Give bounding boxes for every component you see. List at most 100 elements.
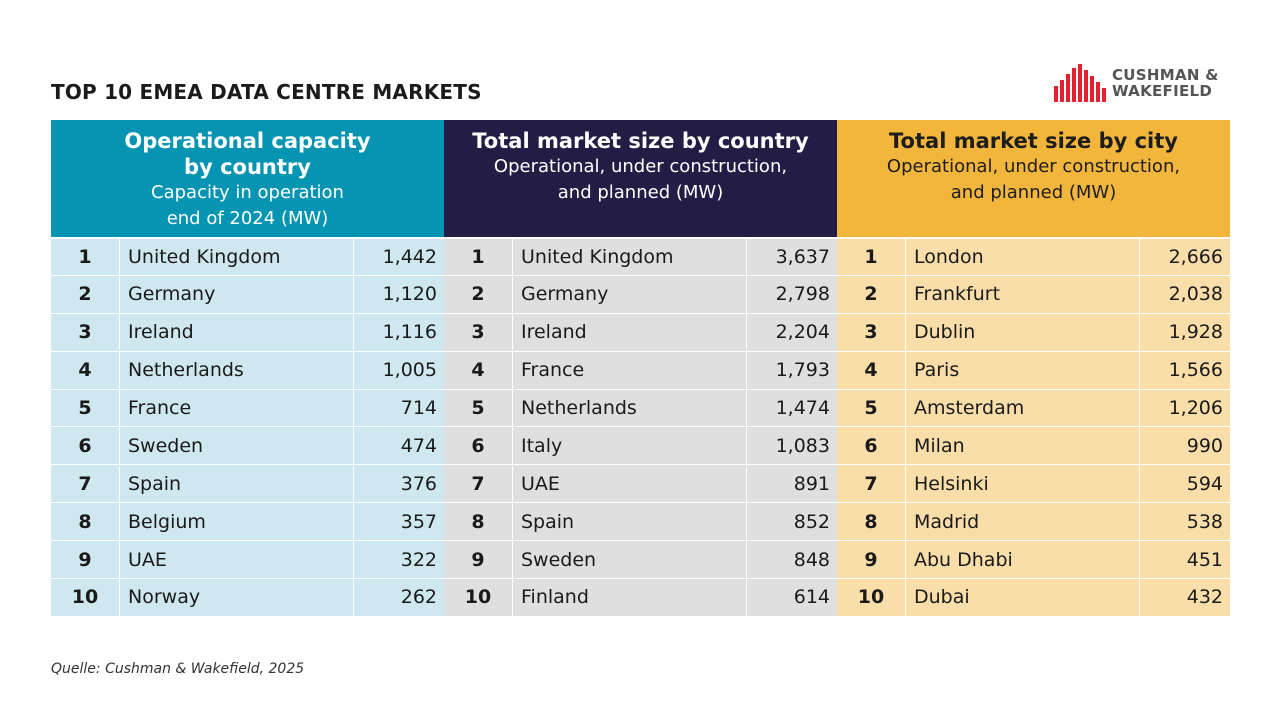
table-row: 3 Dublin 1,928 [837, 312, 1230, 351]
value-cell: 2,038 [1140, 275, 1230, 313]
rank-cell: 10 [837, 579, 906, 616]
rank-cell: 5 [444, 389, 513, 427]
ranking-rows: 1 London 2,666 2 Frankfurt 2,038 3 Dublin 1,92… [837, 237, 1230, 616]
table-row: 4 Paris 1,566 [837, 350, 1230, 389]
panel-heading-line: Total market size by country [472, 129, 809, 153]
name-cell: Abu Dhabi [906, 541, 1140, 579]
value-cell: 2,798 [747, 275, 837, 313]
table-row: 5 Amsterdam 1,206 [837, 388, 1230, 427]
value-cell: 1,474 [747, 389, 837, 427]
rank-cell: 8 [51, 503, 120, 541]
value-cell: 1,928 [1140, 313, 1230, 351]
table-row: 4 France 1,793 [444, 350, 837, 389]
name-cell: United Kingdom [513, 239, 747, 275]
rank-cell: 6 [51, 427, 120, 465]
rank-cell: 4 [444, 351, 513, 389]
value-cell: 3,637 [747, 239, 837, 275]
table-row: 6 Italy 1,083 [444, 426, 837, 465]
value-cell: 474 [354, 427, 444, 465]
rank-cell: 9 [51, 541, 120, 579]
rank-cell: 5 [51, 389, 120, 427]
name-cell: Paris [906, 351, 1140, 389]
panel-market-size-country: Total market size by country Operational… [444, 120, 837, 616]
value-cell: 2,204 [747, 313, 837, 351]
value-cell: 1,442 [354, 239, 444, 275]
value-cell: 1,005 [354, 351, 444, 389]
logo-text: CUSHMAN & WAKEFIELD [1112, 67, 1219, 99]
ranking-rows: 1 United Kingdom 3,637 2 Germany 2,798 3 Irel… [444, 237, 837, 616]
name-cell: Ireland [513, 313, 747, 351]
table-row: 8 Belgium 357 [51, 502, 444, 541]
rank-cell: 6 [837, 427, 906, 465]
rank-cell: 10 [444, 579, 513, 616]
name-cell: Germany [120, 275, 354, 313]
table-row: 5 France 714 [51, 388, 444, 427]
table-row: 6 Sweden 474 [51, 426, 444, 465]
table-row: 7 Spain 376 [51, 464, 444, 503]
rank-cell: 7 [837, 465, 906, 503]
table-row: 10 Finland 614 [444, 578, 837, 616]
table-row: 2 Germany 2,798 [444, 274, 837, 313]
name-cell: Netherlands [120, 351, 354, 389]
logo-line-1: CUSHMAN & [1112, 66, 1219, 84]
rank-cell: 4 [51, 351, 120, 389]
value-cell: 614 [747, 579, 837, 616]
rank-cell: 2 [837, 275, 906, 313]
name-cell: Sweden [513, 541, 747, 579]
logo-mark-icon [1054, 64, 1106, 102]
logo-line-2: WAKEFIELD [1112, 82, 1213, 100]
panel-header: Total market size by country Operational… [444, 120, 837, 237]
name-cell: France [513, 351, 747, 389]
name-cell: France [120, 389, 354, 427]
value-cell: 714 [354, 389, 444, 427]
table-row: 9 Sweden 848 [444, 540, 837, 579]
table-row: 10 Norway 262 [51, 578, 444, 616]
value-cell: 1,206 [1140, 389, 1230, 427]
table-row: 9 Abu Dhabi 451 [837, 540, 1230, 579]
name-cell: Helsinki [906, 465, 1140, 503]
ranking-rows: 1 United Kingdom 1,442 2 Germany 1,120 3 Irel… [51, 237, 444, 616]
rank-cell: 7 [51, 465, 120, 503]
rank-cell: 1 [51, 239, 120, 275]
name-cell: Frankfurt [906, 275, 1140, 313]
name-cell: Spain [120, 465, 354, 503]
value-cell: 594 [1140, 465, 1230, 503]
value-cell: 2,666 [1140, 239, 1230, 275]
value-cell: 1,120 [354, 275, 444, 313]
name-cell: Milan [906, 427, 1140, 465]
value-cell: 262 [354, 579, 444, 616]
name-cell: UAE [120, 541, 354, 579]
name-cell: Amsterdam [906, 389, 1140, 427]
name-cell: Dublin [906, 313, 1140, 351]
table-row: 9 UAE 322 [51, 540, 444, 579]
panel-header: Total market size by city Operational, u… [837, 120, 1230, 237]
rankings-tables: Operational capacity by country Capacity… [51, 120, 1230, 616]
rank-cell: 8 [837, 503, 906, 541]
company-logo: CUSHMAN & WAKEFIELD [1054, 64, 1234, 102]
table-row: 3 Ireland 1,116 [51, 312, 444, 351]
panel-subheading-line: and planned (MW) [557, 182, 724, 203]
rank-cell: 9 [444, 541, 513, 579]
panel-heading-line: Operational capacity [124, 129, 371, 153]
panel-heading-line: Total market size by city [889, 129, 1178, 153]
name-cell: Spain [513, 503, 747, 541]
table-row: 4 Netherlands 1,005 [51, 350, 444, 389]
table-row: 3 Ireland 2,204 [444, 312, 837, 351]
rank-cell: 2 [51, 275, 120, 313]
panel-heading-line: by country [184, 155, 311, 179]
name-cell: Madrid [906, 503, 1140, 541]
table-row: 6 Milan 990 [837, 426, 1230, 465]
table-row: 5 Netherlands 1,474 [444, 388, 837, 427]
table-row: 7 Helsinki 594 [837, 464, 1230, 503]
name-cell: Belgium [120, 503, 354, 541]
panel-market-size-city: Total market size by city Operational, u… [837, 120, 1230, 616]
value-cell: 1,116 [354, 313, 444, 351]
value-cell: 990 [1140, 427, 1230, 465]
value-cell: 848 [747, 541, 837, 579]
panel-subheading-line: Operational, under construction, [886, 156, 1181, 177]
rank-cell: 1 [837, 239, 906, 275]
table-row: 1 London 2,666 [837, 237, 1230, 275]
value-cell: 376 [354, 465, 444, 503]
name-cell: United Kingdom [120, 239, 354, 275]
rank-cell: 9 [837, 541, 906, 579]
